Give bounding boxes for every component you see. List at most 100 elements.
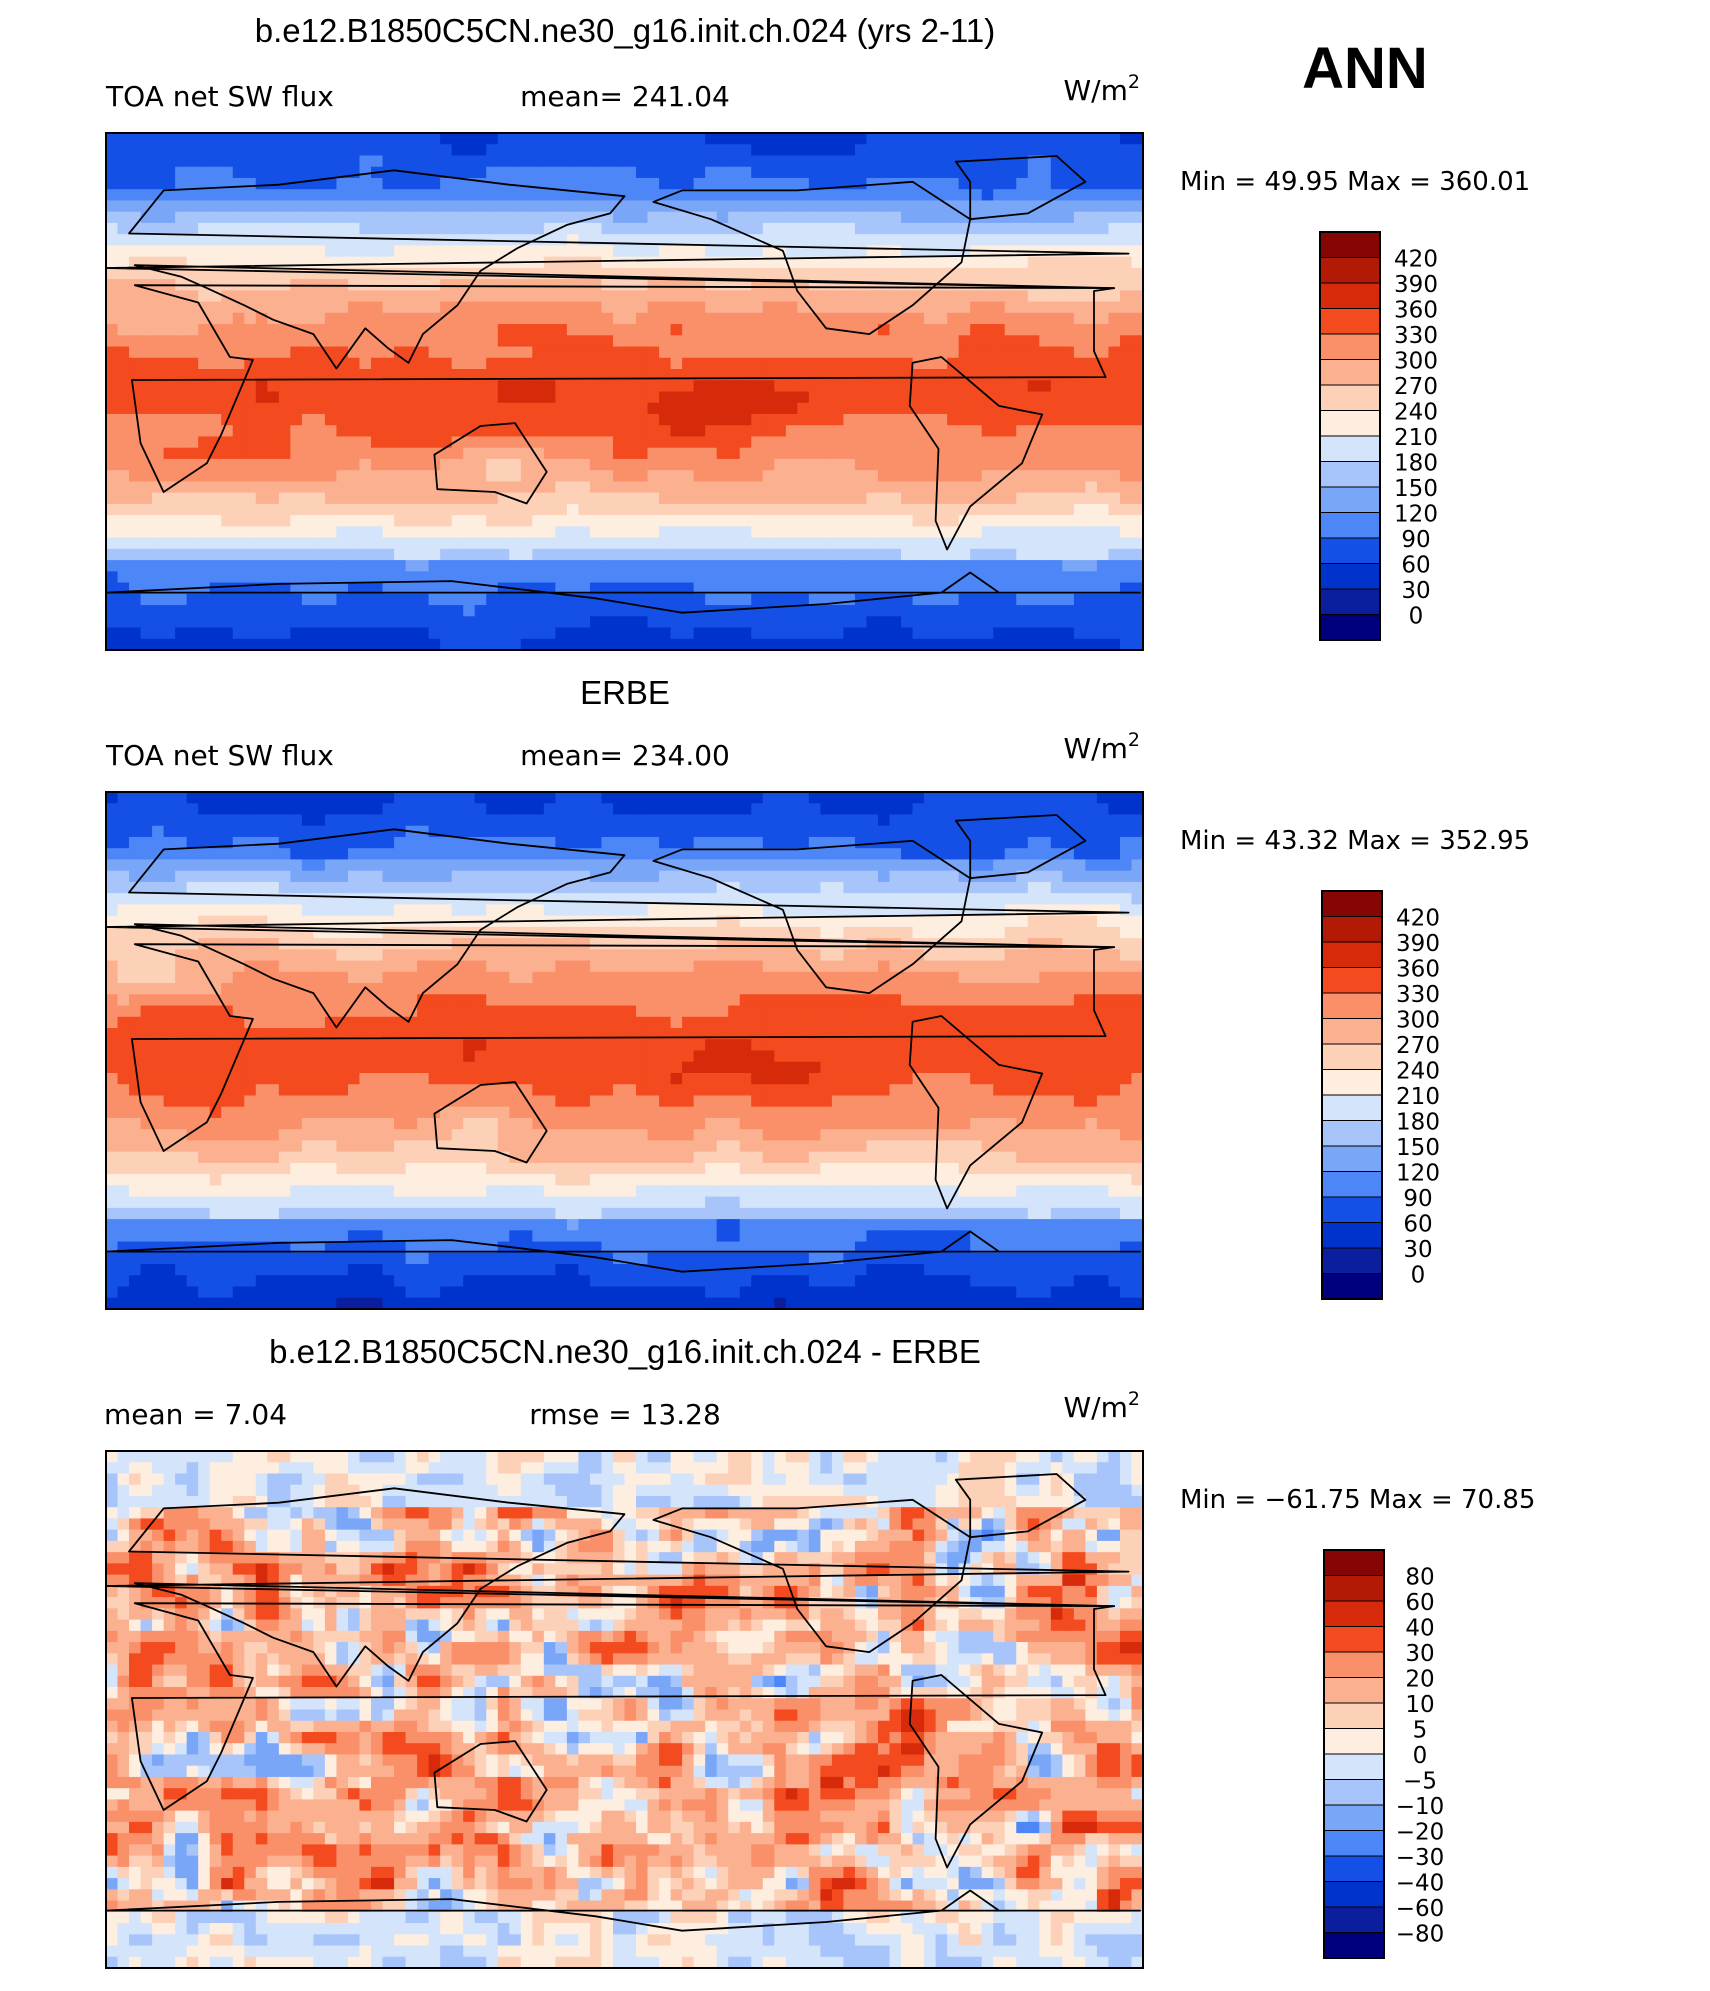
map-cell <box>244 515 257 527</box>
map-cell <box>129 369 142 381</box>
map-cell <box>693 814 706 827</box>
map-cell <box>255 346 268 359</box>
map-cell <box>589 458 603 471</box>
map-cell <box>612 391 626 404</box>
map-cell <box>1096 537 1110 550</box>
map-cell <box>866 245 879 258</box>
map-cell <box>808 503 821 516</box>
map-cell <box>394 848 407 861</box>
map-cell <box>612 515 626 527</box>
map-cell <box>129 526 142 539</box>
map-cell <box>924 177 937 190</box>
map-cell <box>659 335 672 348</box>
map-cell <box>877 503 891 516</box>
map-cell <box>624 380 637 393</box>
map-cell <box>255 425 268 438</box>
map-cell <box>797 177 810 190</box>
map-cell <box>958 267 971 280</box>
map-cell <box>993 413 1006 426</box>
map-cell <box>497 859 510 872</box>
map-cell <box>555 413 568 426</box>
map-cell <box>497 211 510 224</box>
map-cell <box>359 582 372 595</box>
map-cell <box>993 792 1006 804</box>
map-cell <box>117 413 130 426</box>
map-cell <box>1119 836 1133 849</box>
map-cell <box>993 560 1006 572</box>
map-cell <box>313 155 326 168</box>
map-cell <box>428 470 441 483</box>
map-cell <box>232 144 245 157</box>
map-cell <box>417 481 430 494</box>
map-cell <box>186 301 199 314</box>
map-cell <box>566 848 580 861</box>
map-cell <box>394 324 407 336</box>
map-cell <box>831 279 845 291</box>
map-cell <box>624 234 637 246</box>
map-cell <box>716 211 729 224</box>
map-cell <box>774 836 787 849</box>
map-cell <box>831 470 845 483</box>
map-cell <box>474 638 487 650</box>
map-cell <box>359 526 372 539</box>
map-cell <box>186 324 199 336</box>
map-cell <box>451 346 464 359</box>
map-cell <box>843 848 856 861</box>
map-cell <box>682 234 695 246</box>
map-cell <box>198 638 211 650</box>
map-cell <box>520 222 533 235</box>
map-cell <box>866 616 879 629</box>
map-cell <box>993 593 1006 606</box>
map-cell <box>301 290 314 303</box>
map-cell <box>1108 211 1121 224</box>
map-cell <box>843 836 856 849</box>
map-cell <box>417 848 430 861</box>
map-cell <box>751 481 764 494</box>
map-cell <box>232 267 245 280</box>
map-cell <box>1108 166 1121 179</box>
coastline <box>652 180 972 336</box>
map-cell <box>117 792 130 804</box>
map-cell <box>474 177 487 190</box>
map-cell <box>555 447 568 460</box>
map-cell <box>555 279 568 291</box>
map-cell <box>520 627 533 640</box>
map-cell <box>647 526 660 539</box>
map-cell <box>394 189 407 202</box>
map-cell <box>417 200 430 213</box>
map-cell <box>624 870 637 883</box>
map-cell <box>152 413 165 426</box>
map-cell <box>1108 234 1121 246</box>
map-cell <box>1027 166 1040 179</box>
map-cell <box>175 503 188 516</box>
map-cell <box>140 222 153 235</box>
map-cell <box>808 301 821 314</box>
map-cell <box>659 803 672 816</box>
map-cell <box>843 312 856 325</box>
map-cell <box>267 312 280 325</box>
map-cell <box>198 402 211 415</box>
map-cell <box>267 133 280 145</box>
map-cell <box>175 881 188 894</box>
map-cell <box>1119 211 1133 224</box>
map-cell <box>636 481 649 494</box>
map-cell <box>163 605 176 617</box>
map-cell <box>682 848 695 861</box>
map-cell <box>209 526 222 539</box>
map-cell <box>589 144 603 157</box>
map-cell <box>1016 211 1029 224</box>
map-cell <box>958 537 971 550</box>
map-cell <box>359 211 372 224</box>
map-cell <box>1096 402 1110 415</box>
map-cell <box>901 803 914 816</box>
map-cell <box>359 458 372 471</box>
map-cell <box>924 234 937 246</box>
map-cell <box>924 133 937 145</box>
map-cell <box>140 447 153 460</box>
map-cell <box>797 792 810 804</box>
map-cell <box>912 571 925 584</box>
map-cell <box>578 133 591 145</box>
map-cell <box>382 470 395 483</box>
map-cell <box>682 402 695 415</box>
map-cell <box>463 189 476 202</box>
